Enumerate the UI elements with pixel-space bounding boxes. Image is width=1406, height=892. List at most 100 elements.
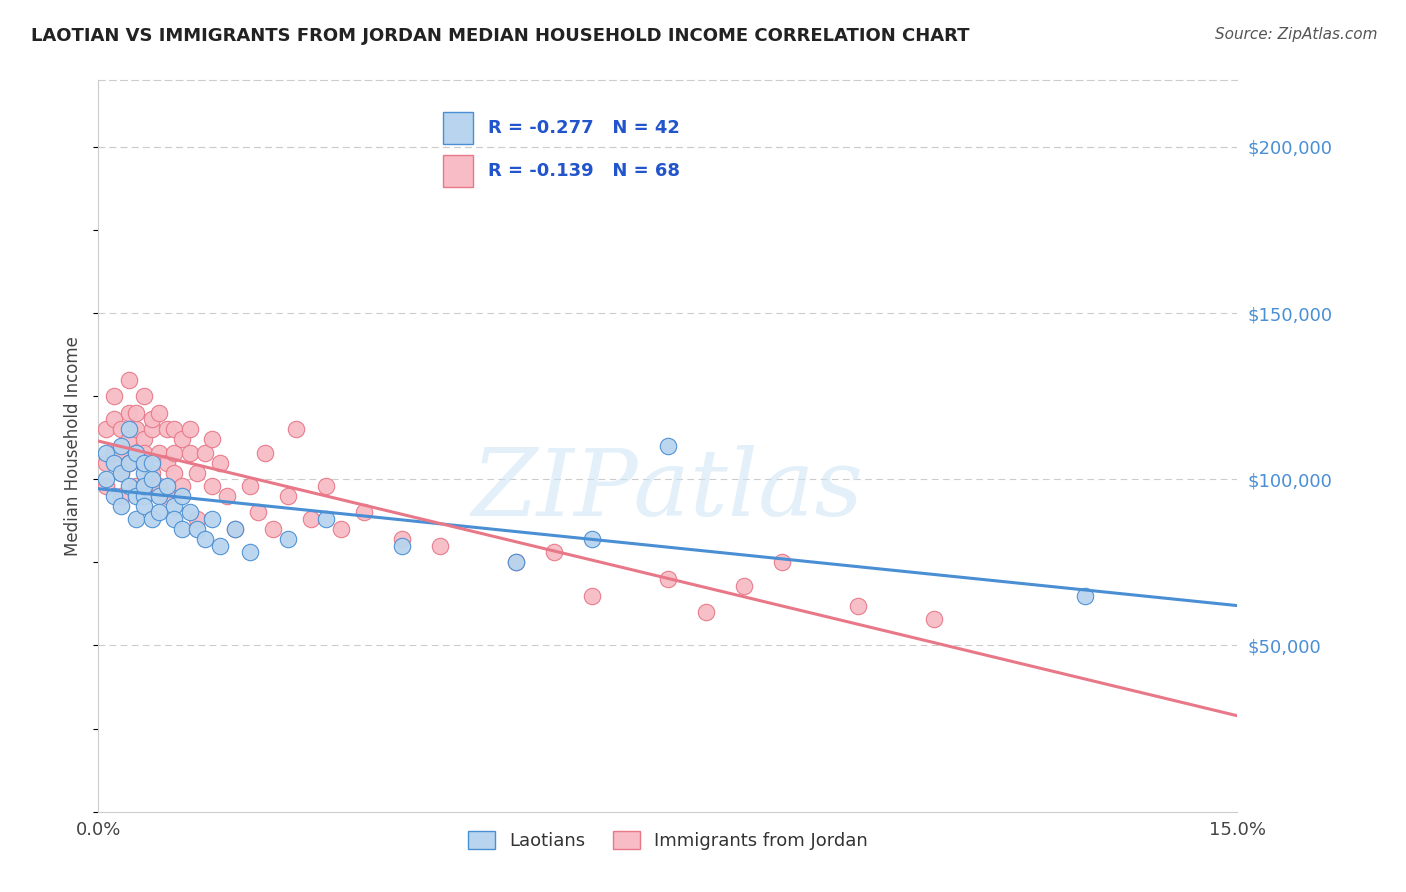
Point xyxy=(118,479,141,493)
Point xyxy=(118,406,141,420)
Point xyxy=(132,389,155,403)
Point xyxy=(132,499,155,513)
Point xyxy=(118,456,141,470)
Point xyxy=(217,489,239,503)
Point xyxy=(103,456,125,470)
Point xyxy=(170,489,193,503)
Point xyxy=(125,406,148,420)
Point xyxy=(132,456,155,470)
Point xyxy=(224,522,246,536)
Point xyxy=(125,512,148,526)
Point xyxy=(315,479,337,493)
Point xyxy=(156,422,179,436)
Point xyxy=(163,512,186,526)
Point xyxy=(277,532,299,546)
Point xyxy=(94,479,117,493)
Point xyxy=(194,532,217,546)
Point xyxy=(156,456,179,470)
Point xyxy=(246,506,269,520)
Point xyxy=(194,445,217,459)
Point xyxy=(118,456,141,470)
Point xyxy=(148,479,170,493)
Point xyxy=(132,456,155,470)
Point xyxy=(186,512,208,526)
Text: LAOTIAN VS IMMIGRANTS FROM JORDAN MEDIAN HOUSEHOLD INCOME CORRELATION CHART: LAOTIAN VS IMMIGRANTS FROM JORDAN MEDIAN… xyxy=(31,27,969,45)
Point xyxy=(110,422,132,436)
Point xyxy=(94,445,117,459)
Text: Source: ZipAtlas.com: Source: ZipAtlas.com xyxy=(1215,27,1378,42)
Point xyxy=(132,466,155,480)
Legend: Laotians, Immigrants from Jordan: Laotians, Immigrants from Jordan xyxy=(461,823,875,857)
Point xyxy=(110,466,132,480)
Point xyxy=(543,545,565,559)
Point xyxy=(94,456,117,470)
Point xyxy=(141,412,163,426)
Point xyxy=(163,422,186,436)
Point xyxy=(141,422,163,436)
Point xyxy=(156,479,179,493)
Point xyxy=(125,445,148,459)
Point xyxy=(179,422,201,436)
Point xyxy=(141,472,163,486)
Point xyxy=(141,466,163,480)
Point xyxy=(118,422,141,436)
Point xyxy=(208,456,231,470)
Point xyxy=(118,433,141,447)
Point xyxy=(179,445,201,459)
Point xyxy=(208,539,231,553)
Point xyxy=(125,445,148,459)
Point xyxy=(429,539,451,553)
Point xyxy=(148,445,170,459)
Point xyxy=(770,555,793,569)
Point xyxy=(733,579,755,593)
Point xyxy=(170,433,193,447)
Point xyxy=(163,445,186,459)
Point xyxy=(141,512,163,526)
Point xyxy=(581,532,603,546)
Point xyxy=(148,506,170,520)
Point xyxy=(110,466,132,480)
Point xyxy=(201,479,224,493)
Point xyxy=(94,472,117,486)
Point xyxy=(163,499,186,513)
Point xyxy=(254,445,277,459)
Point xyxy=(132,479,155,493)
Point xyxy=(94,422,117,436)
Point xyxy=(103,489,125,503)
Point xyxy=(170,522,193,536)
Point xyxy=(186,522,208,536)
Point xyxy=(148,406,170,420)
Point xyxy=(132,479,155,493)
Point xyxy=(163,466,186,480)
Point xyxy=(103,445,125,459)
Point xyxy=(284,422,307,436)
Point xyxy=(505,555,527,569)
Point xyxy=(125,422,148,436)
Point xyxy=(103,389,125,403)
Point xyxy=(262,522,284,536)
Point xyxy=(170,479,193,493)
Point xyxy=(132,489,155,503)
Point xyxy=(110,499,132,513)
Y-axis label: Median Household Income: Median Household Income xyxy=(65,336,83,556)
Point xyxy=(110,489,132,503)
Point xyxy=(353,506,375,520)
Point xyxy=(201,433,224,447)
Point xyxy=(391,539,413,553)
Point xyxy=(110,445,132,459)
Point xyxy=(125,479,148,493)
Point xyxy=(657,572,679,586)
Point xyxy=(110,439,132,453)
Point xyxy=(922,612,945,626)
Point xyxy=(315,512,337,526)
Point xyxy=(141,456,163,470)
Point xyxy=(118,372,141,386)
Point xyxy=(657,439,679,453)
Point xyxy=(132,445,155,459)
Point xyxy=(201,512,224,526)
Point xyxy=(581,589,603,603)
Point xyxy=(224,522,246,536)
Text: ZIPatlas: ZIPatlas xyxy=(472,445,863,535)
Point xyxy=(148,489,170,503)
Point xyxy=(239,479,262,493)
